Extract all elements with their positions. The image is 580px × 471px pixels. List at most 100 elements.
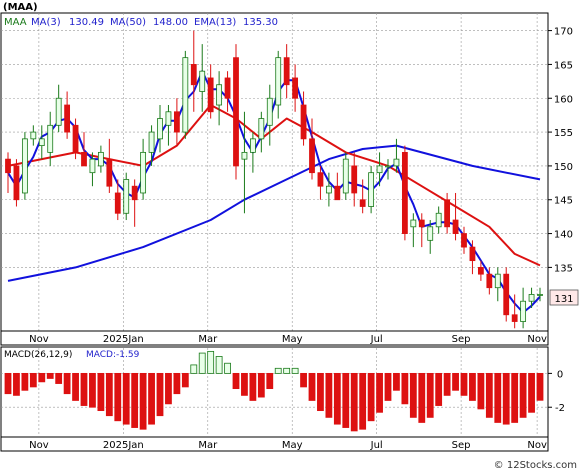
macd-bar — [38, 372, 46, 383]
macd-bar — [452, 372, 459, 391]
macd-bar — [367, 372, 375, 422]
candle-down — [292, 77, 299, 99]
watermark: © 12Stocks.com — [494, 460, 577, 471]
macd-bar — [173, 372, 181, 395]
candle-up — [21, 138, 28, 194]
x-tick-label: 2025Jan — [103, 440, 144, 451]
price-tick-label: 160 — [554, 94, 573, 105]
macd-bar — [29, 372, 37, 388]
legend-ma50: MA(50) — [110, 17, 146, 28]
macd-bar — [165, 372, 172, 405]
last-price-label: 131 — [554, 294, 573, 305]
macd-bar — [274, 367, 282, 374]
macd-bar — [477, 372, 485, 410]
x-tick-label: Nov — [29, 334, 49, 345]
price-tick-label: 170 — [554, 27, 573, 38]
candle-down — [64, 104, 71, 133]
ma3-path — [7, 70, 541, 314]
legend-ema13-value: 135.30 — [243, 17, 278, 28]
macd-bar — [443, 372, 451, 396]
macd-bar — [511, 372, 519, 423]
candle-up — [97, 151, 104, 167]
price-tick-label: 155 — [554, 128, 573, 139]
candle-down — [418, 219, 425, 228]
candle-up — [376, 165, 383, 174]
candle-down — [72, 124, 79, 153]
candle-up — [157, 118, 163, 140]
macd-bar — [469, 372, 476, 401]
candle-down — [283, 57, 290, 86]
candle-up — [89, 158, 96, 174]
candle-up — [342, 158, 349, 194]
macd-bar — [139, 372, 147, 430]
macd-bar — [4, 372, 12, 395]
legend-ma3-value: 130.49 — [69, 17, 104, 28]
candle-down — [81, 151, 87, 167]
candle-up — [47, 124, 54, 153]
x-tick-label: Nov — [527, 334, 547, 345]
candle-up — [199, 70, 206, 92]
macd-bar — [122, 372, 130, 425]
macd-bar — [283, 367, 291, 374]
candle-down — [106, 158, 113, 187]
legend-ma3: MA(3) — [31, 17, 61, 28]
macd-bar — [97, 372, 105, 412]
macd-bar — [485, 372, 493, 418]
macd-bar — [241, 372, 248, 396]
macd-bar — [80, 372, 88, 406]
macd-tick-label: 0 — [557, 369, 563, 380]
macd-bar — [131, 372, 139, 428]
candle-down — [233, 57, 239, 167]
candle-down — [461, 233, 467, 248]
macd-bar — [528, 372, 535, 413]
macd-bar — [181, 372, 189, 388]
candle-up — [410, 219, 417, 228]
candle-down — [511, 314, 518, 322]
candle-down — [5, 158, 11, 174]
candle-up — [435, 212, 442, 228]
x-tick-label: Mar — [198, 440, 218, 451]
macd-bar — [460, 372, 468, 396]
ma50-line — [7, 144, 541, 282]
macd-bar — [148, 372, 155, 425]
macd-bar — [333, 372, 341, 425]
candle-down — [452, 219, 459, 234]
price-tick-label: 165 — [554, 60, 573, 71]
candle-up — [140, 151, 147, 194]
candle-up — [528, 294, 535, 302]
candle-down — [173, 111, 180, 133]
x-tick-label: Sep — [452, 334, 471, 345]
candle-up — [368, 172, 375, 207]
macd-bar — [325, 372, 333, 418]
x-axis-labels-macd: Nov 2025Jan Mar May Jul Sep Nov — [29, 440, 547, 451]
macd-bar — [359, 372, 367, 430]
candle-up — [266, 97, 273, 126]
macd-bar — [350, 372, 358, 432]
x-axis-band — [0, 330, 549, 346]
macd-bar — [409, 372, 417, 418]
candle-up — [55, 97, 62, 126]
candle-up — [427, 226, 434, 241]
macd-bar — [46, 372, 54, 379]
x-tick-label: 2025Jan — [103, 334, 144, 345]
candle-down — [309, 138, 315, 174]
macd-bar — [536, 372, 544, 401]
candle-down — [469, 246, 476, 262]
macd-tick-label: -2 — [555, 403, 565, 414]
x-tick-label: Jul — [370, 334, 383, 345]
candle-down — [334, 185, 341, 201]
macd-value-label: MACD:-1.59 — [86, 350, 140, 360]
candle-down — [317, 172, 324, 187]
candle-down — [190, 64, 197, 86]
ticker-title: (MAA) — [3, 2, 38, 13]
candle-down — [224, 77, 231, 99]
macd-bar — [198, 352, 206, 374]
macd-bar — [300, 372, 307, 388]
price-panel — [0, 12, 549, 332]
candle-down — [131, 185, 138, 201]
x-tick-label: May — [282, 334, 303, 345]
macd-bar — [72, 372, 79, 401]
candle-down — [486, 273, 493, 289]
candles — [5, 30, 543, 329]
candle-up — [241, 151, 248, 160]
